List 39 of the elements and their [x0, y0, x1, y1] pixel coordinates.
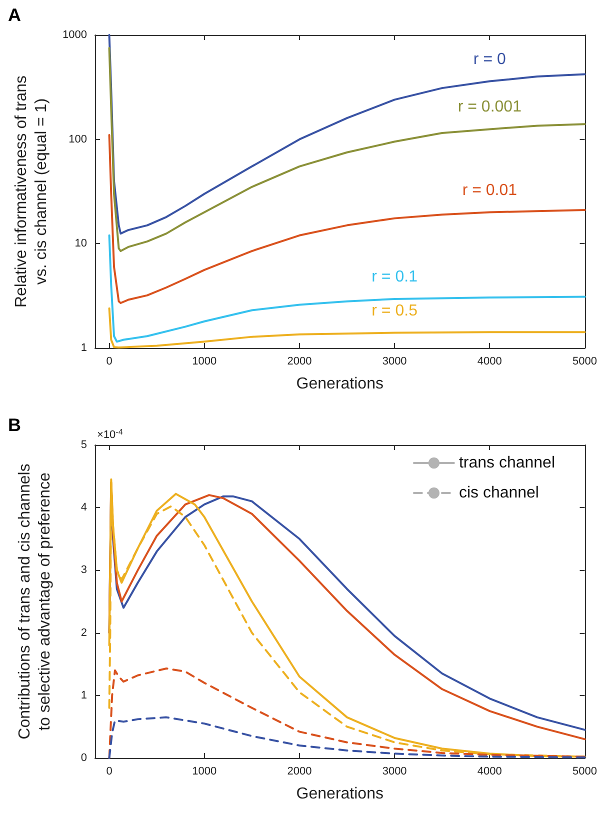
x-tick-label: 0 — [106, 766, 112, 778]
x-tick-label: 1000 — [192, 766, 217, 778]
line-series — [108, 667, 586, 759]
y-axis-title: Relative informativeness of trans vs. cis channel (equal = 1) — [13, 75, 50, 308]
y-tick-label: 10 — [74, 238, 87, 250]
y-tick-label: 5 — [80, 439, 87, 451]
x-tick-label: 0 — [106, 356, 112, 368]
y-tick-label: 1 — [80, 342, 87, 354]
x-tick-label: 2000 — [287, 766, 312, 778]
chart-title: A — [8, 5, 21, 25]
x-tick-label: 4000 — [477, 766, 502, 778]
line-series — [108, 234, 586, 343]
line-series — [108, 134, 586, 304]
x-tick-label: 5000 — [572, 766, 598, 778]
y-tick-label: 1 — [80, 689, 87, 702]
y-axis-title: Contributions of trans and cis channels to selective advantage of preference — [16, 464, 54, 740]
y-tick-label: 0 — [80, 752, 87, 764]
line-series — [108, 716, 586, 759]
series-label: r = 0.001 — [458, 98, 522, 116]
y-tick-label: 2 — [80, 626, 87, 639]
x-tick-label: 2000 — [287, 356, 312, 368]
legend-label: cis channel — [458, 484, 539, 502]
series-label: r = 0 — [473, 50, 506, 68]
chart-title: B — [8, 415, 21, 435]
y-tick-label: 4 — [80, 502, 87, 514]
y-tick-label: 1000 — [62, 29, 87, 41]
series-label: r = 0.01 — [462, 182, 518, 199]
x-axis-title: Generations — [296, 786, 384, 802]
y-tick-label: 100 — [68, 133, 87, 146]
series-label: r = 0.1 — [372, 268, 418, 286]
x-tick-label: 1000 — [192, 356, 217, 368]
x-axis-title: Generations — [296, 376, 384, 392]
legend-label: trans channel — [458, 454, 555, 472]
x-tick-label: 5000 — [572, 356, 598, 368]
x-tick-label: 3000 — [382, 766, 407, 778]
x-tick-label: 4000 — [477, 356, 502, 368]
x-tick-label: 3000 — [382, 356, 407, 368]
series-label: r = 0.5 — [372, 302, 418, 320]
y-tick-label: 3 — [80, 564, 87, 576]
